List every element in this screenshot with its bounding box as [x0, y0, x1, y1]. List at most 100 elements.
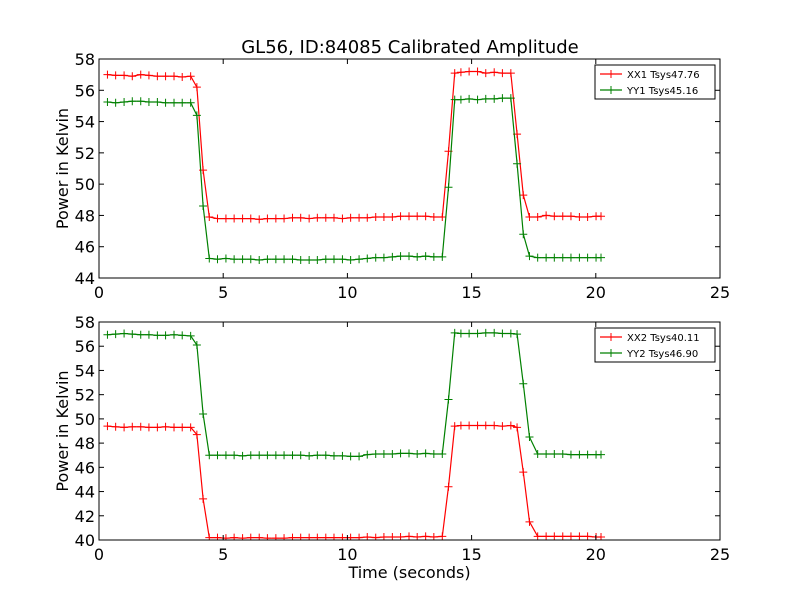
data-point — [136, 97, 145, 106]
data-point — [421, 532, 430, 540]
data-point — [199, 410, 208, 419]
data-point — [498, 94, 507, 103]
legend-label: XX2 Tsys40.11 — [627, 333, 700, 344]
data-point — [566, 532, 575, 540]
series-2 — [103, 94, 606, 265]
data-point — [405, 449, 414, 458]
x-tick-label: 10 — [337, 283, 357, 302]
data-point — [413, 450, 422, 459]
data-point — [498, 69, 507, 78]
data-point — [396, 252, 405, 261]
y-tick-label: 52 — [75, 386, 95, 405]
data-point — [153, 72, 162, 81]
data-point — [313, 213, 322, 222]
data-point — [161, 72, 170, 81]
data-point — [338, 255, 347, 264]
y-tick-label: 50 — [75, 175, 95, 194]
bottom-panel: 0 5 10 15 20 25 40 42 44 46 48 50 52 54 56 58 Power in K… — [53, 313, 730, 582]
y-axis-label: Power in Kelvin — [53, 108, 72, 229]
data-point — [280, 534, 289, 540]
data-point — [533, 532, 542, 540]
data-point — [111, 330, 120, 339]
data-point — [421, 212, 430, 221]
y-tick-label: 44 — [75, 483, 95, 502]
data-point — [542, 211, 551, 220]
data-point — [288, 533, 297, 540]
data-point — [506, 94, 515, 103]
data-point — [128, 97, 137, 106]
data-point — [429, 212, 438, 221]
data-point — [103, 330, 112, 339]
data-point — [481, 328, 490, 337]
data-point — [271, 534, 280, 540]
data-point — [566, 253, 575, 262]
data-point — [161, 98, 170, 107]
data-point — [186, 72, 195, 81]
data-point — [363, 254, 372, 263]
data-point — [221, 451, 230, 460]
data-point — [321, 533, 330, 540]
data-point — [405, 252, 414, 261]
data-point — [506, 329, 515, 338]
data-point — [597, 212, 606, 221]
data-point — [346, 452, 355, 461]
x-tick-label: 0 — [94, 545, 104, 564]
series-1 — [103, 67, 606, 224]
top-panel: 0 5 10 15 20 25 44 46 48 50 52 54 56 58 Power in Kelvi… — [53, 50, 730, 302]
data-point — [575, 253, 584, 262]
data-point — [144, 98, 153, 107]
data-point — [533, 253, 542, 262]
x-tick-label: 20 — [586, 545, 606, 564]
data-point — [429, 450, 438, 459]
data-point — [255, 215, 264, 224]
data-point — [178, 98, 187, 107]
data-point — [438, 252, 447, 261]
data-point — [288, 213, 297, 222]
data-point — [255, 533, 264, 540]
legend: XX1 Tsys47.76 YY1 Tsys45.16 — [594, 64, 716, 100]
data-point — [144, 330, 153, 339]
data-point — [444, 482, 453, 491]
data-point — [246, 451, 255, 460]
data-point — [473, 329, 482, 338]
data-point — [429, 252, 438, 261]
legend-marker — [607, 349, 615, 357]
data-point — [490, 328, 499, 337]
y-tick-label: 40 — [75, 531, 95, 550]
y-tick-label: 42 — [75, 507, 95, 526]
data-point — [321, 255, 330, 264]
data-point — [371, 533, 380, 540]
data-point — [525, 212, 534, 221]
y-tick-label: 58 — [75, 313, 95, 332]
data-point — [456, 329, 465, 338]
data-point — [192, 111, 201, 120]
data-point — [230, 214, 239, 223]
data-point — [363, 213, 372, 222]
data-point — [481, 94, 490, 103]
data-point — [465, 421, 474, 430]
data-point — [583, 212, 592, 221]
data-point — [192, 83, 201, 92]
data-point — [153, 331, 162, 340]
data-point — [271, 255, 280, 264]
data-point — [465, 67, 474, 76]
data-point — [558, 450, 567, 459]
data-point — [379, 212, 388, 221]
y-tick-label: 44 — [75, 269, 95, 288]
data-point — [490, 94, 499, 103]
data-point — [597, 450, 606, 459]
data-point — [238, 214, 247, 223]
data-point — [583, 450, 592, 459]
data-point — [575, 212, 584, 221]
data-point — [246, 214, 255, 223]
data-point — [558, 253, 567, 262]
data-point — [388, 212, 397, 221]
data-point — [280, 214, 289, 223]
x-tick-label: 5 — [218, 283, 228, 302]
data-point — [136, 422, 145, 431]
data-point — [481, 69, 490, 78]
data-point — [238, 534, 247, 540]
data-point — [144, 71, 153, 80]
series-2 — [103, 328, 606, 461]
data-point — [136, 70, 145, 79]
